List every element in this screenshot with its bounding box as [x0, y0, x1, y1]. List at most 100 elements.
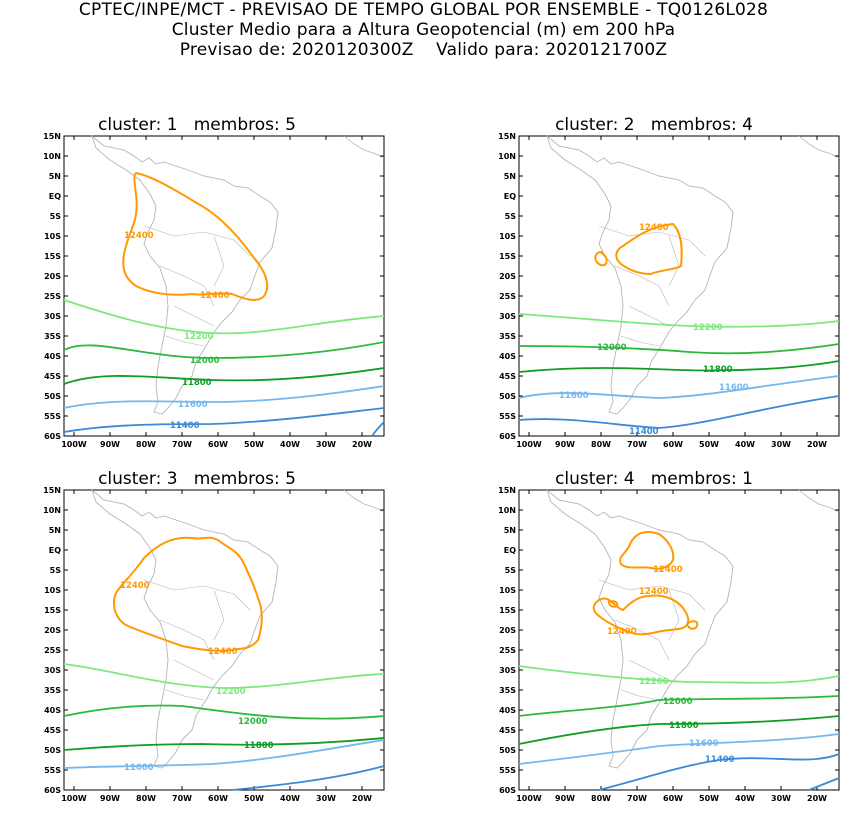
svg-text:12400: 12400: [208, 647, 238, 657]
svg-text:11600: 11600: [689, 739, 719, 749]
lon-tick-label: 70W: [627, 440, 647, 449]
forecast-dates: Previsao de: 2020120300Z Valido para: 20…: [0, 40, 847, 60]
lon-tick-label: 30W: [316, 440, 336, 449]
svg-text:12400: 12400: [639, 587, 669, 597]
lat-tick-label: 50S: [499, 392, 516, 401]
contour-12200: [518, 665, 840, 684]
lat-tick-label: 30S: [499, 666, 516, 675]
lat-tick-label: 50S: [44, 746, 61, 755]
contour-12400: [594, 222, 683, 276]
lat-tick-label: 30S: [499, 312, 516, 321]
lon-tick-label: 80W: [591, 794, 611, 803]
lat-tick-label: 5S: [50, 212, 62, 221]
lat-tick-label: 45S: [499, 372, 516, 381]
lat-tick-label: 40S: [44, 352, 61, 361]
contour-12000: [518, 695, 840, 717]
svg-text:12000: 12000: [190, 356, 220, 366]
lat-tick-label: 40S: [44, 706, 61, 715]
contour-12200: [63, 663, 385, 689]
lat-tick-label: 15N: [43, 132, 61, 141]
contour-12200: [518, 313, 840, 328]
contour-labels: 12400 12400 12200 12000 11800 11600: [120, 581, 274, 773]
lon-tick-label: 40W: [280, 440, 300, 449]
lon-tick-label: 80W: [136, 440, 156, 449]
contour-11400: [63, 407, 385, 433]
svg-text:11600: 11600: [559, 391, 589, 401]
map-frame: [518, 135, 840, 437]
lon-tick-label: 60W: [663, 440, 683, 449]
lat-tick-label: 10N: [498, 152, 516, 161]
lat-tick-label: 55S: [499, 766, 516, 775]
lat-tick-label: 30S: [44, 312, 61, 321]
contour-12400: [592, 531, 699, 636]
contour-11400: [518, 395, 840, 429]
lat-tick-label: EQ: [504, 192, 516, 201]
svg-text:12400: 12400: [653, 565, 683, 575]
contour-11800: [63, 367, 385, 385]
lon-tick-label: 100W: [516, 440, 542, 449]
lat-tick-label: 45S: [44, 726, 61, 735]
lat-tick-label: EQ: [504, 546, 516, 555]
lat-tick-label: 10S: [44, 586, 61, 595]
lat-tick-label: 35S: [44, 686, 61, 695]
svg-text:12400: 12400: [120, 581, 150, 591]
panel-title: cluster: 2 membros: 4: [555, 115, 753, 135]
lon-tick-label: 100W: [61, 440, 87, 449]
lon-tick-label: 50W: [699, 794, 719, 803]
lat-tick-label: 35S: [499, 332, 516, 341]
svg-text:12200: 12200: [639, 677, 669, 687]
lat-tick-label: 10S: [499, 586, 516, 595]
lat-tick-label: 50S: [44, 392, 61, 401]
svg-text:12200: 12200: [693, 323, 723, 333]
lon-tick-label: 60W: [208, 440, 228, 449]
svg-text:12400: 12400: [200, 291, 230, 301]
contour-12400: [112, 536, 263, 652]
lat-tick-label: 60S: [44, 786, 61, 795]
lat-tick-label: 35S: [44, 332, 61, 341]
svg-text:11400: 11400: [170, 421, 200, 431]
lat-tick-label: 55S: [499, 412, 516, 421]
lat-tick-label: 10N: [43, 152, 61, 161]
contour-12000: [63, 341, 385, 359]
lat-tick-label: 25S: [44, 292, 61, 301]
svg-text:12200: 12200: [184, 332, 214, 342]
lon-tick-label: 40W: [280, 794, 300, 803]
lat-tick-label: 25S: [499, 292, 516, 301]
lat-tick-label: 45S: [44, 372, 61, 381]
lat-tick-label: 10N: [43, 506, 61, 515]
lon-tick-label: 70W: [627, 794, 647, 803]
lon-tick-label: 20W: [352, 440, 372, 449]
lon-tick-label: 70W: [172, 440, 192, 449]
contour-11600: [63, 385, 385, 409]
lon-tick-label: 100W: [61, 794, 87, 803]
lat-tick-label: 5N: [504, 172, 516, 181]
lat-tick-label: 40S: [499, 352, 516, 361]
svg-text:12400: 12400: [639, 223, 669, 233]
coastline: [546, 134, 840, 415]
lon-tick-label: 80W: [136, 794, 156, 803]
contour-12000: [518, 343, 840, 355]
lon-tick-label: 90W: [100, 440, 120, 449]
lat-tick-label: 60S: [499, 432, 516, 441]
lat-tick-label: 50S: [499, 746, 516, 755]
lat-tick-label: 5N: [49, 172, 61, 181]
lat-tick-label: 55S: [44, 412, 61, 421]
lat-tick-label: 20S: [499, 272, 516, 281]
contour-11400: [231, 765, 385, 791]
lat-tick-label: 15S: [44, 606, 61, 615]
lon-tick-label: 30W: [316, 794, 336, 803]
lat-tick-label: 20S: [44, 626, 61, 635]
lat-tick-label: EQ: [49, 546, 61, 555]
lon-tick-label: 60W: [208, 794, 228, 803]
svg-text:11400: 11400: [705, 755, 735, 765]
lat-tick-label: 10N: [498, 506, 516, 515]
panel-title: cluster: 3 membros: 5: [98, 469, 296, 489]
figure-subtitle: Cluster Medio para a Altura Geopotencial…: [171, 20, 676, 40]
lon-tick-label: 30W: [771, 440, 791, 449]
lat-tick-label: 15N: [43, 486, 61, 495]
lon-tick-label: 20W: [352, 794, 372, 803]
lat-tick-label: 55S: [44, 766, 61, 775]
contour-11600: [518, 375, 840, 399]
lon-tick-label: 20W: [807, 440, 827, 449]
lat-tick-label: 45S: [499, 726, 516, 735]
